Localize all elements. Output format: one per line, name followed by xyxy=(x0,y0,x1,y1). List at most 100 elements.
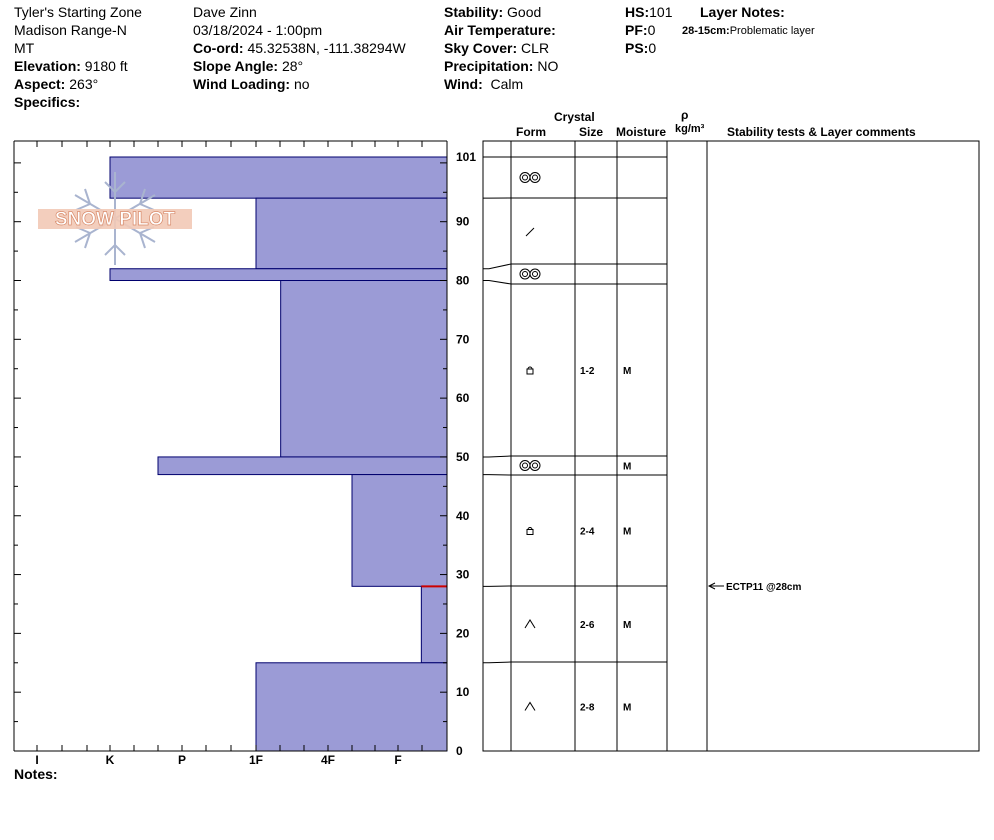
hardness-bar xyxy=(280,280,448,458)
snowpack-info: HS:101 PF:0 PS:0 xyxy=(625,3,672,57)
hardness-bar xyxy=(351,474,448,587)
height-of-snow: HS:101 xyxy=(625,4,673,20)
slash-line xyxy=(525,227,535,237)
wind: Wind: Calm xyxy=(444,76,524,92)
depth-hoar-caret xyxy=(524,701,536,711)
moisture-value: M xyxy=(623,366,631,377)
air-temperature: Air Temperature: xyxy=(444,22,556,38)
observer-name: Dave Zinn xyxy=(193,4,257,20)
hardness-tick-label: 4F xyxy=(321,753,335,767)
rounding-inner xyxy=(522,462,528,469)
hardness-bar xyxy=(420,585,448,664)
form-header: Form xyxy=(516,125,546,139)
depth-tick-label: 50 xyxy=(456,450,470,464)
layer-notes: Layer Notes: xyxy=(700,3,785,21)
depth-connector xyxy=(483,455,512,458)
crystal-table: 1-2 M M 2-4 M 2-6 M 2-8 M xyxy=(482,140,980,752)
stability: Stability: Good xyxy=(444,4,542,20)
faceted-rounded-icon xyxy=(526,527,534,535)
depth-connector xyxy=(483,280,512,285)
hardness-tick-label: F xyxy=(394,753,401,767)
layer-note-text: Problematic layer xyxy=(729,25,815,37)
moisture-value: M xyxy=(623,703,631,714)
size-header: Size xyxy=(579,125,604,139)
specifics: Specifics: xyxy=(14,94,81,110)
facet-arc xyxy=(527,527,533,530)
notes-label: Notes: xyxy=(14,766,58,782)
conditions-info: Stability: Good Air Temperature: Sky Cov… xyxy=(444,3,558,93)
rounding-inner xyxy=(522,174,528,181)
depth-hoar-icon xyxy=(524,701,536,711)
rounding-icon xyxy=(519,172,541,183)
depth-tick-label: 101 xyxy=(456,150,476,164)
coordinates: Co-ord: 45.32538N, -111.38294W xyxy=(193,40,406,56)
stability-arrow-head xyxy=(707,582,716,590)
rounding-outer xyxy=(519,268,531,280)
layer-notes-title: Layer Notes: xyxy=(700,4,785,20)
grain-size: 1-2 xyxy=(580,366,595,377)
hardness-tick-label: 1F xyxy=(249,753,263,767)
observation-info: Dave Zinn 03/18/2024 - 1:00pm Co-ord: 45… xyxy=(193,3,406,93)
depth-tick-label: 90 xyxy=(456,215,470,229)
stability-tests-column: ECTP11 @28cm xyxy=(707,582,801,593)
depth-connector xyxy=(483,263,512,270)
depth-tick-label: 20 xyxy=(456,626,470,640)
table-frame xyxy=(482,140,980,752)
layer-note-entry: 28-15cm:Problematic layer xyxy=(682,22,815,40)
layer-note-range: 28-15cm: xyxy=(682,25,730,37)
location-name: Tyler's Starting Zone xyxy=(14,4,142,20)
density-unit: kg/m³ xyxy=(675,123,705,135)
rounding-outer xyxy=(529,268,541,280)
depth-tick-label: 30 xyxy=(456,568,470,582)
crystal-header: Crystal xyxy=(554,110,595,124)
faceted-rounded-icon xyxy=(526,366,534,375)
hardness-bar xyxy=(109,268,448,282)
depth-connector xyxy=(483,661,512,664)
grain-size: 2-8 xyxy=(580,703,595,714)
hardness-tick-label: I xyxy=(35,753,38,767)
sky-cover: Sky Cover: CLR xyxy=(444,40,550,56)
location-info: Tyler's Starting Zone Madison Range-N MT… xyxy=(14,3,142,111)
facet-arc xyxy=(527,366,533,370)
hardness-tick-label: P xyxy=(178,753,186,767)
depth-tick-label: 80 xyxy=(456,274,470,288)
slope-angle: Slope Angle: 28° xyxy=(193,58,304,74)
logo-text: SNOW PILOT xyxy=(55,209,176,230)
elevation: Elevation: 9180 ft xyxy=(14,58,128,74)
depth-tick-label: 0 xyxy=(456,744,463,758)
depth-axis: 0 10 20 30 40 50 60 70 80 90 101 xyxy=(13,140,476,758)
stability-header: Stability tests & Layer comments xyxy=(727,125,916,139)
depth-tick-label: 60 xyxy=(456,391,470,405)
facet-box xyxy=(526,368,534,375)
depth-hoar-caret xyxy=(524,619,536,629)
rounding-outer xyxy=(529,460,541,471)
density-symbol: ρ xyxy=(681,108,689,122)
hardness-bar xyxy=(255,662,448,752)
hardness-bar xyxy=(255,197,448,270)
rounding-outer xyxy=(519,460,531,471)
state: MT xyxy=(14,40,35,56)
rounding-outer xyxy=(519,172,531,183)
foot-penetration: PF:0 xyxy=(625,22,656,38)
depth-tick-label: 40 xyxy=(456,509,470,523)
moisture-value: M xyxy=(623,620,631,631)
rounding-icon xyxy=(519,460,541,471)
wind-loading: Wind Loading: no xyxy=(193,76,310,92)
hardness-profile xyxy=(109,156,448,752)
rounding-inner xyxy=(532,462,538,469)
hardness-bar xyxy=(109,156,448,199)
slash-icon xyxy=(525,227,535,237)
depth-tick-label: 10 xyxy=(456,685,470,699)
observation-datetime: 03/18/2024 - 1:00pm xyxy=(193,22,323,38)
moisture-header: Moisture xyxy=(616,125,667,139)
precipitation: Precipitation: NO xyxy=(444,58,559,74)
rounding-icon xyxy=(519,268,541,280)
facet-box xyxy=(526,529,534,535)
ski-penetration: PS:0 xyxy=(625,40,657,56)
snowpilot-logo: SNOW PILOT xyxy=(38,172,192,265)
grain-size: 2-6 xyxy=(580,620,595,631)
depth-tick-label: 70 xyxy=(456,332,470,346)
moisture-value: M xyxy=(623,462,631,473)
stability-test-label: ECTP11 @28cm xyxy=(726,582,801,593)
